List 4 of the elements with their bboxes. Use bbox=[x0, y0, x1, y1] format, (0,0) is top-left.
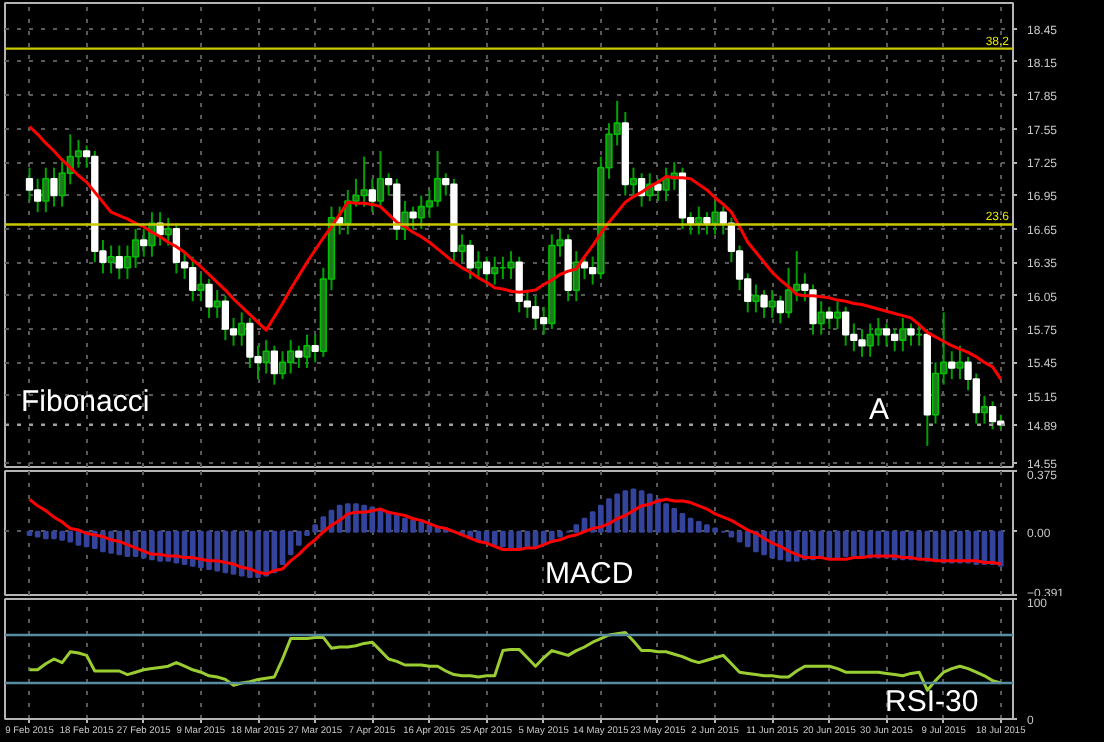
annotation: RSI-30 bbox=[885, 685, 979, 719]
annotation: MACD bbox=[545, 557, 634, 591]
annotation: A bbox=[869, 393, 890, 427]
annotation: Fibonacci bbox=[21, 385, 150, 419]
